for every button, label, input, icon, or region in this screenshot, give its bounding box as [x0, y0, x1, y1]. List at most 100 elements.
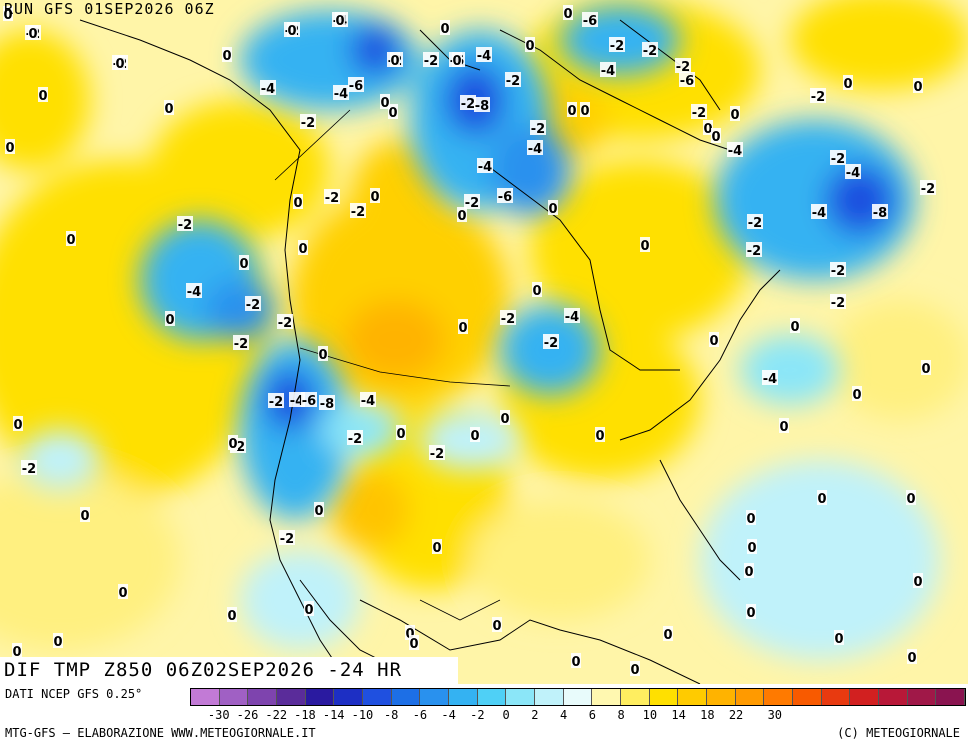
- color-scale-tick-label: -14: [322, 708, 345, 722]
- contour-label-text: -2: [921, 182, 935, 197]
- contour-label-text: 0: [843, 77, 852, 92]
- contour-label: -2: [21, 460, 37, 477]
- contour-label-text: -4: [361, 394, 375, 409]
- contour-label-text: -2: [461, 97, 475, 112]
- contour-label-text: 0: [314, 504, 323, 519]
- contour-label-text: 0: [563, 7, 572, 22]
- contour-label: -4: [333, 85, 349, 102]
- color-scale-swatch: [850, 689, 880, 705]
- color-scale-swatch: [219, 689, 249, 705]
- contour-label-text: 0: [287, 24, 296, 39]
- contour-label: 0: [370, 188, 380, 205]
- contour-label-text: -4: [477, 49, 491, 64]
- contour-label-text: 0: [779, 420, 788, 435]
- contour-label: 0: [913, 78, 923, 95]
- contour-label-text: -2: [280, 532, 294, 547]
- color-scale-tick-label: 8: [617, 708, 625, 722]
- contour-label: -4: [477, 158, 493, 175]
- contour-label: 0: [663, 626, 673, 643]
- contour-label: 0: [640, 237, 650, 254]
- contour-label: -2: [177, 216, 193, 233]
- contour-label: 0: [711, 128, 721, 145]
- contour-label-text: -4: [261, 82, 275, 97]
- color-scale-tick-label: 18: [700, 708, 715, 722]
- contour-label-text: 0: [817, 492, 826, 507]
- contour-label-text: 0: [380, 96, 389, 111]
- contour-label-text: 0: [5, 141, 14, 156]
- contour-label-text: -4: [728, 144, 742, 159]
- contour-label: 0: [571, 653, 581, 670]
- color-scale-tick-label: -18: [294, 708, 316, 722]
- contour-label-text: -2: [676, 60, 690, 75]
- contour-label-text: -2: [610, 39, 624, 54]
- contour-label-text: 0: [370, 190, 379, 205]
- color-scale-swatch: [391, 689, 421, 705]
- contour-label-text: 0: [567, 104, 576, 119]
- contour-label: 0: [80, 507, 90, 524]
- contour-label-text: 0: [548, 202, 557, 217]
- contour-label: -6: [679, 72, 695, 89]
- color-scale-tick-label: -22: [265, 708, 288, 722]
- contour-label: -8: [474, 97, 490, 114]
- contour-label: 0: [452, 52, 462, 69]
- contour-label-text: 0: [703, 122, 712, 137]
- contour-label-text: -2: [178, 218, 192, 233]
- contour-label-text: -2: [643, 44, 657, 59]
- contour-label: 0: [843, 75, 853, 92]
- contour-label-text: 0: [746, 606, 755, 621]
- color-scale-tick-label: -2: [470, 708, 485, 722]
- contour-label-text: -4: [763, 372, 777, 387]
- color-scale-tick-label: 10: [642, 708, 658, 722]
- contour-label: -6: [582, 12, 598, 29]
- contour-label: -2: [460, 95, 476, 112]
- contour-label-text: -8: [475, 99, 489, 114]
- contour-label: -2: [350, 203, 366, 220]
- contour-label: 0: [293, 194, 303, 211]
- contour-label-text: 0: [458, 321, 467, 336]
- contour-label-text: -4: [334, 87, 348, 102]
- contour-label-text: -2: [430, 447, 444, 462]
- contour-label: 0: [790, 318, 800, 335]
- contour-label-text: -8: [873, 206, 887, 221]
- contour-label-text: 0: [432, 541, 441, 556]
- contour-label-text: -4: [846, 166, 860, 181]
- contour-label: 0: [921, 360, 931, 377]
- contour-label: 0: [222, 47, 232, 64]
- contour-label-text: 0: [118, 586, 127, 601]
- color-scale-tick-label: 30: [767, 708, 783, 722]
- contour-label: 0: [304, 601, 314, 618]
- run-title: RUN GFS 01SEP2026 06Z: [4, 0, 215, 18]
- contour-label: -2: [464, 194, 480, 211]
- contour-label: -4: [186, 283, 202, 300]
- contour-label: -2: [245, 296, 261, 313]
- contour-label: 0: [228, 435, 238, 452]
- color-scale-swatch: [879, 689, 908, 705]
- color-scale-ticks: -30 -26 -22 -18 -14 -10 -8 -6 -4 -2 0 2 4 6 8 10 14 18 22 3…: [190, 708, 966, 724]
- contour-label: -2: [277, 314, 293, 331]
- contour-label: 0: [744, 563, 754, 580]
- contour-label-text: 0: [298, 242, 307, 257]
- color-scale-swatch: [707, 689, 736, 705]
- contour-label-text: -4: [290, 394, 304, 409]
- contour-label: -6: [301, 392, 317, 409]
- color-scale-tick-label: 0: [502, 708, 510, 722]
- color-scale-tick-label: -26: [236, 708, 259, 722]
- contour-label: 0: [747, 539, 757, 556]
- contour-label: 0: [907, 649, 917, 666]
- contour-label: -2: [830, 262, 846, 279]
- contour-label: -4: [564, 308, 580, 325]
- color-scale-tick-label: -8: [383, 708, 399, 722]
- contour-label: -6: [348, 77, 364, 94]
- contour-label: -4: [845, 164, 861, 181]
- contour-label-text: 0: [452, 54, 461, 69]
- contour-label-text: 0: [390, 54, 399, 69]
- contour-label-text: 0: [13, 418, 22, 433]
- contour-label: -2: [500, 310, 516, 327]
- color-scale-swatch: [535, 689, 564, 705]
- contour-label: -4: [476, 47, 492, 64]
- contour-label-text: 0: [580, 104, 589, 119]
- copyright: (C) METEOGIORNALE: [837, 726, 960, 740]
- contour-label-text: -2: [278, 316, 292, 331]
- color-scale-tick-label: -4: [441, 708, 456, 722]
